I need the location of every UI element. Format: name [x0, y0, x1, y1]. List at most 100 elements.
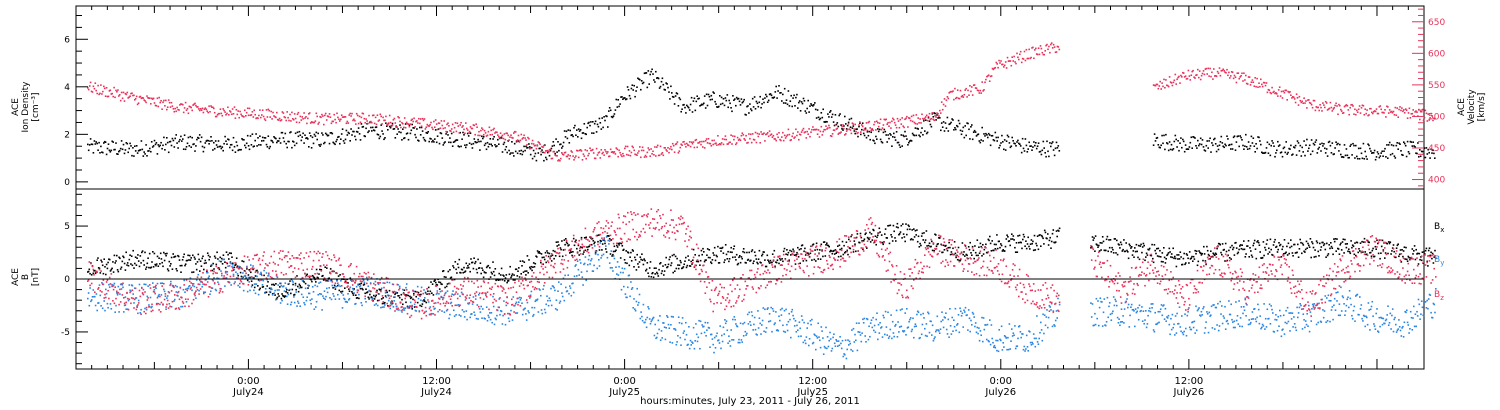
- by-point: [384, 304, 386, 306]
- bx-point: [1111, 246, 1113, 249]
- density-point: [197, 137, 200, 139]
- by-point: [388, 281, 391, 284]
- velocity-point: [561, 152, 563, 154]
- density-point: [331, 132, 334, 135]
- bx-point: [957, 246, 960, 249]
- density-point: [1294, 144, 1297, 147]
- bx-point: [901, 237, 903, 239]
- bx-point: [539, 252, 541, 254]
- density-point: [714, 100, 716, 103]
- by-point: [367, 285, 370, 287]
- velocity-point: [111, 92, 113, 95]
- velocity-point: [899, 118, 902, 121]
- velocity-point: [1049, 51, 1051, 54]
- density-point: [709, 98, 712, 101]
- bx-point: [666, 266, 668, 269]
- velocity-point: [200, 109, 203, 111]
- bx-point: [1236, 252, 1239, 255]
- density-point: [269, 145, 271, 148]
- bx-point: [849, 247, 852, 250]
- density-point: [1315, 139, 1318, 141]
- bx-point: [520, 273, 522, 275]
- density-point: [702, 103, 704, 106]
- velocity-point: [1300, 101, 1303, 104]
- velocity-point: [1330, 106, 1333, 109]
- density-point: [874, 142, 876, 145]
- bx-point: [254, 275, 257, 277]
- density-point: [518, 150, 521, 152]
- velocity-point: [817, 129, 820, 131]
- by-point: [444, 292, 446, 295]
- velocity-point: [1425, 112, 1428, 115]
- density-point: [589, 124, 591, 127]
- by-point: [101, 307, 104, 310]
- bx-point: [438, 288, 441, 290]
- density-point: [412, 127, 414, 129]
- velocity-point: [1405, 109, 1408, 111]
- bx-point: [228, 252, 231, 254]
- velocity-point: [635, 153, 637, 156]
- by-point: [337, 284, 340, 286]
- bx-point: [1141, 251, 1143, 254]
- bx-point: [678, 264, 681, 266]
- bx-point: [113, 254, 116, 257]
- density-point: [596, 123, 599, 126]
- density-point: [1356, 157, 1359, 160]
- density-point: [90, 143, 93, 145]
- density-point: [930, 125, 933, 128]
- velocity-point: [1433, 117, 1435, 120]
- bx-point: [550, 260, 553, 262]
- density-point: [451, 145, 454, 147]
- density-point: [1328, 140, 1331, 143]
- bx-point: [430, 281, 432, 283]
- velocity-point: [1155, 83, 1158, 86]
- velocity-point: [1344, 104, 1347, 107]
- density-point: [424, 140, 427, 142]
- density-point: [760, 106, 762, 109]
- bx-point: [1330, 242, 1332, 244]
- density-point: [1232, 136, 1235, 139]
- velocity-point: [873, 123, 875, 126]
- bx-point: [1091, 236, 1094, 238]
- velocity-point: [907, 126, 909, 128]
- by-point: [107, 306, 109, 309]
- density-point: [1320, 150, 1322, 152]
- density-point: [152, 145, 155, 147]
- bx-point: [1174, 257, 1177, 260]
- velocity-point: [550, 157, 553, 160]
- bx-point: [1148, 249, 1150, 251]
- by-point: [366, 276, 368, 279]
- velocity-point: [1393, 114, 1396, 116]
- by-point: [425, 310, 428, 313]
- density-point: [398, 131, 400, 133]
- bx-point: [1344, 243, 1347, 245]
- velocity-point: [1371, 111, 1373, 114]
- by-point: [485, 306, 488, 308]
- bx-point: [172, 253, 174, 255]
- by-point: [215, 289, 218, 292]
- density-point: [1181, 146, 1183, 149]
- velocity-point: [890, 127, 892, 129]
- velocity-point: [699, 140, 701, 143]
- bx-point: [877, 234, 879, 237]
- density-point: [687, 106, 690, 109]
- velocity-point: [1289, 91, 1291, 93]
- bx-point: [725, 253, 728, 256]
- velocity-point: [194, 102, 196, 105]
- density-point: [491, 145, 493, 147]
- density-point: [109, 151, 112, 153]
- density-point: [564, 136, 567, 138]
- bx-point: [1391, 250, 1393, 252]
- by-point: [482, 308, 484, 310]
- density-point: [1284, 151, 1287, 154]
- density-point: [1021, 137, 1024, 140]
- velocity-point: [397, 116, 399, 118]
- velocity-point: [1394, 106, 1397, 109]
- velocity-point: [840, 131, 842, 133]
- density-point: [711, 98, 713, 101]
- velocity-point: [942, 103, 945, 106]
- density-point: [814, 102, 816, 104]
- velocity-point: [523, 134, 525, 137]
- by-point: [276, 289, 279, 291]
- velocity-point: [467, 132, 470, 134]
